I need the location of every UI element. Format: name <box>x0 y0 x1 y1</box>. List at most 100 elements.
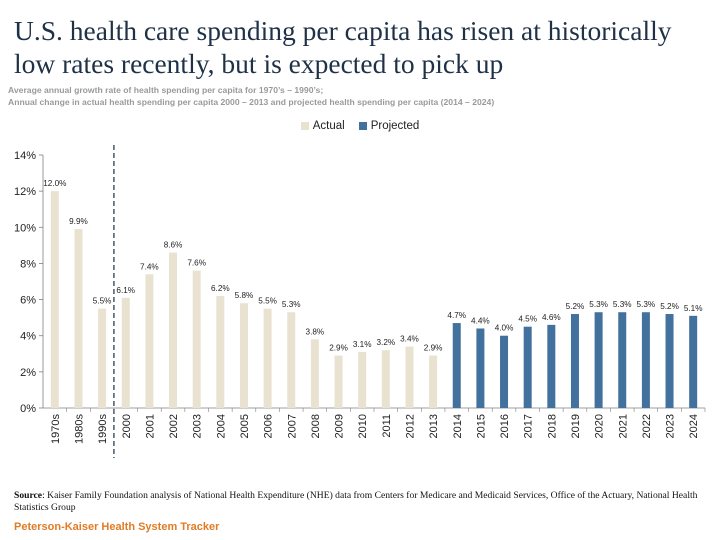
x-tick-label-2010: 2010 <box>357 414 369 438</box>
chart-subtitle-line-2: Annual change in actual health spending … <box>8 97 495 107</box>
data-label-2021: 5.3% <box>613 300 632 309</box>
data-label-1970s: 12.0% <box>43 179 66 188</box>
data-label-2018: 4.6% <box>542 313 561 322</box>
data-label-2011: 3.2% <box>376 338 395 347</box>
x-tick-label-2017: 2017 <box>523 414 535 438</box>
y-tick-label: 0% <box>20 403 36 415</box>
x-tick-label-2004: 2004 <box>215 414 227 438</box>
data-label-2010: 3.1% <box>353 340 372 349</box>
legend-item-actual: Actual <box>300 120 345 132</box>
x-tick-label-2008: 2008 <box>310 414 322 438</box>
bar-actual-2003 <box>192 270 201 408</box>
y-tick-label: 12% <box>14 186 36 198</box>
chart-title: U.S. health care spending per capita has… <box>14 15 672 79</box>
source-note: Source: Kaiser Family Foundation analysi… <box>14 490 704 514</box>
data-label-2022: 5.3% <box>637 300 656 309</box>
x-tick-label-2006: 2006 <box>263 414 275 438</box>
y-tick-label: 10% <box>14 222 36 234</box>
x-tick-label-2000: 2000 <box>121 414 133 438</box>
bar-chart: 0% 2% 4% 6% 8% 10% 12% 14% 12.0% 1970s 9.9% 1980s 5.… <box>14 145 706 458</box>
bar-actual-2008 <box>310 339 319 408</box>
bar-projected-2023 <box>665 314 674 408</box>
bar-projected-2020 <box>594 312 603 408</box>
x-tick-label-2015: 2015 <box>475 414 487 438</box>
data-label-2008: 3.8% <box>306 327 325 336</box>
bar-projected-2018 <box>547 324 556 408</box>
bar-projected-2017 <box>523 326 532 408</box>
bar-actual-2009 <box>334 355 343 408</box>
data-label-2012: 3.4% <box>400 335 419 344</box>
data-label-2023: 5.2% <box>660 302 679 311</box>
bar-projected-2014 <box>452 323 461 408</box>
data-label-2002: 8.6% <box>164 241 183 250</box>
bar-actual-2007 <box>287 312 296 408</box>
bar-projected-2021 <box>618 312 627 408</box>
x-tick-label-2016: 2016 <box>499 414 511 438</box>
x-tick-label-2022: 2022 <box>641 414 653 438</box>
data-label-2015: 4.4% <box>471 316 490 325</box>
bar-actual-1990s <box>98 308 107 408</box>
source-label: Source <box>14 490 43 501</box>
legend-label-projected: Projected <box>370 120 420 132</box>
data-label-2017: 4.5% <box>518 315 537 324</box>
bar-projected-2016 <box>500 335 509 408</box>
bar-actual-2000 <box>121 297 130 408</box>
x-tick-label-2023: 2023 <box>665 414 677 438</box>
bar-actual-2005 <box>239 303 248 408</box>
x-tick-label-2018: 2018 <box>546 414 558 438</box>
legend-item-projected: Projected <box>358 120 420 132</box>
data-label-1980s: 9.9% <box>69 217 88 226</box>
data-label-2003: 7.6% <box>187 259 206 268</box>
x-tick-label-2013: 2013 <box>428 414 440 438</box>
x-tick-label-2019: 2019 <box>570 414 582 438</box>
data-label-2020: 5.3% <box>589 300 608 309</box>
bar-actual-2011 <box>381 350 390 408</box>
bar-actual-2001 <box>145 274 154 408</box>
x-tick-label-1970s: 1970s <box>50 414 62 444</box>
x-tick-label-2005: 2005 <box>239 414 251 438</box>
data-label-2006: 5.5% <box>258 297 277 306</box>
x-tick-label-2001: 2001 <box>144 414 156 438</box>
bar-projected-2024 <box>689 315 698 408</box>
bar-actual-2006 <box>263 308 272 408</box>
bar-projected-2022 <box>641 312 650 408</box>
data-label-2013: 2.9% <box>424 344 443 353</box>
y-tick-label: 14% <box>14 150 36 162</box>
x-tick-label-2012: 2012 <box>404 414 416 438</box>
chart-subtitle-line-1: Average annual growth rate of health spe… <box>8 85 324 95</box>
brand-footer: Peterson-Kaiser Health System Tracker <box>14 521 220 533</box>
data-label-1990s: 5.5% <box>93 297 112 306</box>
data-label-2014: 4.7% <box>447 311 466 320</box>
bar-projected-2019 <box>570 314 579 408</box>
y-tick-label: 4% <box>20 331 36 343</box>
chart-legend: Actual Projected <box>0 120 720 132</box>
x-tick-label-1990s: 1990s <box>97 414 109 444</box>
bar-actual-2012 <box>405 346 414 408</box>
data-label-2000: 6.1% <box>116 286 135 295</box>
bar-actual-2010 <box>358 351 367 408</box>
x-tick-label-2009: 2009 <box>334 414 346 438</box>
x-tick-label-2021: 2021 <box>617 414 629 438</box>
x-tick-label-2007: 2007 <box>286 414 298 438</box>
bar-actual-2002 <box>169 252 178 408</box>
x-tick-label-1980s: 1980s <box>73 414 85 444</box>
bar-actual-2004 <box>216 295 225 408</box>
data-label-2019: 5.2% <box>566 302 585 311</box>
data-label-2024: 5.1% <box>684 304 703 313</box>
x-tick-label-2020: 2020 <box>594 414 606 438</box>
x-tick-label-2014: 2014 <box>452 414 464 438</box>
bar-actual-2013 <box>429 355 438 408</box>
y-tick-label: 6% <box>20 295 36 307</box>
x-tick-label-2002: 2002 <box>168 414 180 438</box>
legend-swatch-actual <box>300 122 309 130</box>
x-tick-label-2011: 2011 <box>381 414 393 438</box>
data-label-2004: 6.2% <box>211 284 230 293</box>
y-tick-label: 8% <box>20 258 36 270</box>
y-tick-label: 2% <box>20 367 36 379</box>
legend-swatch-projected <box>358 122 367 130</box>
legend-label-actual: Actual <box>312 120 345 132</box>
source-text: : Kaiser Family Foundation analysis of N… <box>14 490 698 513</box>
data-label-2007: 5.3% <box>282 300 301 309</box>
data-label-2009: 2.9% <box>329 344 348 353</box>
bar-actual-1980s <box>74 229 83 408</box>
